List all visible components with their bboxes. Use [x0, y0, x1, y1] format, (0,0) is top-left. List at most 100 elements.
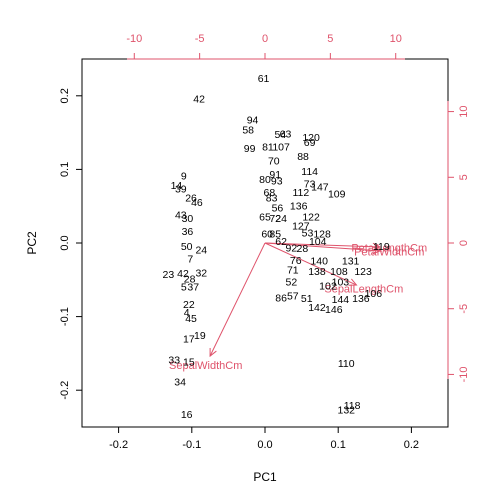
observation-label: 114 — [301, 166, 318, 178]
observation-label: 80 — [259, 174, 271, 186]
observation-label: 88 — [297, 151, 309, 163]
loading-arrowhead — [372, 242, 382, 251]
loading-label: SepalLengthCm — [324, 283, 403, 295]
observation-label: 108 — [330, 266, 348, 278]
observation-label: 52 — [286, 276, 298, 288]
loading-arrowhead — [372, 246, 382, 255]
observation-label: 85 — [269, 228, 281, 240]
loading-arrowhead — [209, 348, 217, 358]
observation-label: 122 — [302, 212, 320, 224]
observation-label: 132 — [337, 404, 355, 416]
observation-label: 128 — [313, 228, 331, 240]
observation-label: 5 — [181, 281, 187, 293]
observation-label: 65 — [259, 212, 271, 224]
loading-label: PetalWidthCm — [354, 247, 424, 259]
loading-label: PetalLengthCm — [351, 242, 427, 254]
observation-label: 23 — [163, 269, 175, 281]
observation-label: 36 — [182, 226, 194, 238]
right-tick-label: 0 — [458, 240, 470, 246]
observation-label: 43 — [175, 209, 187, 221]
top-tick-label: 0 — [262, 33, 268, 45]
loading-label: SepalWidthCm — [169, 360, 242, 372]
observation-label: 120 — [302, 132, 320, 144]
y-tick-label: -0.1 — [59, 307, 71, 326]
observation-label: 24 — [195, 245, 207, 257]
y-tick-label: -0.2 — [59, 381, 71, 400]
observation-label: 119 — [373, 241, 390, 253]
observation-label: 118 — [344, 400, 361, 412]
x-tick-label: -0.2 — [109, 439, 128, 451]
observation-label: 140 — [310, 256, 328, 268]
y-tick-label: 0.2 — [59, 88, 71, 103]
observation-label: 26 — [185, 192, 197, 204]
observation-label: 7 — [187, 253, 193, 265]
observation-label: 99 — [244, 143, 256, 155]
x-axis-bottom: -0.2 -0.1 0.0 0.1 0.2 PC1 — [109, 426, 419, 484]
observation-label: 45 — [185, 313, 197, 325]
observation-label: 51 — [301, 293, 313, 305]
top-tick-label: -10 — [126, 33, 142, 45]
top-tick-label: 5 — [327, 33, 333, 45]
observation-label: 92 — [286, 242, 298, 254]
observation-label: 54 — [275, 129, 287, 141]
observation-label: 123 — [354, 266, 372, 278]
loading-arrowhead — [348, 278, 358, 286]
loading-arrow — [264, 242, 381, 248]
observation-label: 70 — [268, 156, 280, 168]
right-tick-label: -10 — [458, 366, 470, 382]
observation-label: 50 — [181, 241, 193, 253]
observation-label: 57 — [287, 290, 299, 302]
right-tick-label: -5 — [458, 304, 470, 314]
observation-label: 61 — [258, 73, 270, 85]
observation-label: 94 — [247, 114, 259, 126]
observation-label: 109 — [328, 189, 346, 201]
observation-label: 42 — [177, 268, 189, 280]
observation-label: 81 — [262, 142, 274, 154]
observation-label: 63 — [280, 128, 292, 140]
observation-label: 58 — [242, 125, 254, 137]
observation-label: 62 — [275, 236, 287, 248]
observation-label: 110 — [338, 358, 355, 370]
y-tick-label: 0.0 — [59, 235, 71, 250]
x-axis-top: -10 -5 0 5 10 — [126, 33, 405, 60]
observation-label: 39 — [175, 184, 187, 196]
observation-label: 72 — [269, 213, 281, 225]
observation-label: 46 — [191, 197, 203, 209]
observation-label: 103 — [332, 276, 350, 288]
observation-label: 42 — [193, 94, 205, 106]
observation-label: 107 — [272, 142, 290, 154]
observation-label: 104 — [309, 236, 327, 248]
observation-label: 56 — [272, 203, 284, 215]
observation-label: 69 — [304, 137, 316, 149]
observation-label: 106 — [365, 288, 383, 300]
observation-label: 28 — [296, 243, 308, 255]
loading-arrow — [264, 242, 381, 252]
y-axis-title: PC2 — [25, 231, 39, 255]
x-tick-label: 0.2 — [404, 439, 419, 451]
observation-label: 30 — [182, 213, 194, 225]
observation-label: 146 — [325, 304, 343, 316]
observation-label: 33 — [168, 354, 180, 366]
top-tick-label: 10 — [390, 33, 402, 45]
observation-label: 34 — [174, 376, 186, 388]
observation-label: 71 — [287, 264, 299, 276]
loading-arrow — [264, 242, 357, 286]
observation-label: 32 — [195, 267, 207, 279]
loading-arrow — [209, 242, 266, 357]
observation-label: 131 — [342, 256, 360, 268]
observation-label: 136 — [352, 293, 370, 305]
top-tick-label: -5 — [195, 33, 205, 45]
x-tick-label: 0.1 — [331, 439, 346, 451]
x-tick-label: 0.0 — [257, 439, 272, 451]
observation-label: 86 — [275, 292, 287, 304]
observation-label: 22 — [183, 299, 195, 311]
observation-label: 136 — [290, 200, 308, 212]
observation-label: 102 — [319, 281, 337, 293]
y-axis-left: -0.2 -0.1 0.0 0.1 0.2 PC2 — [25, 88, 83, 400]
observation-label: 37 — [187, 281, 199, 293]
observation-label: 127 — [292, 220, 310, 232]
observation-label: 147 — [311, 181, 329, 193]
